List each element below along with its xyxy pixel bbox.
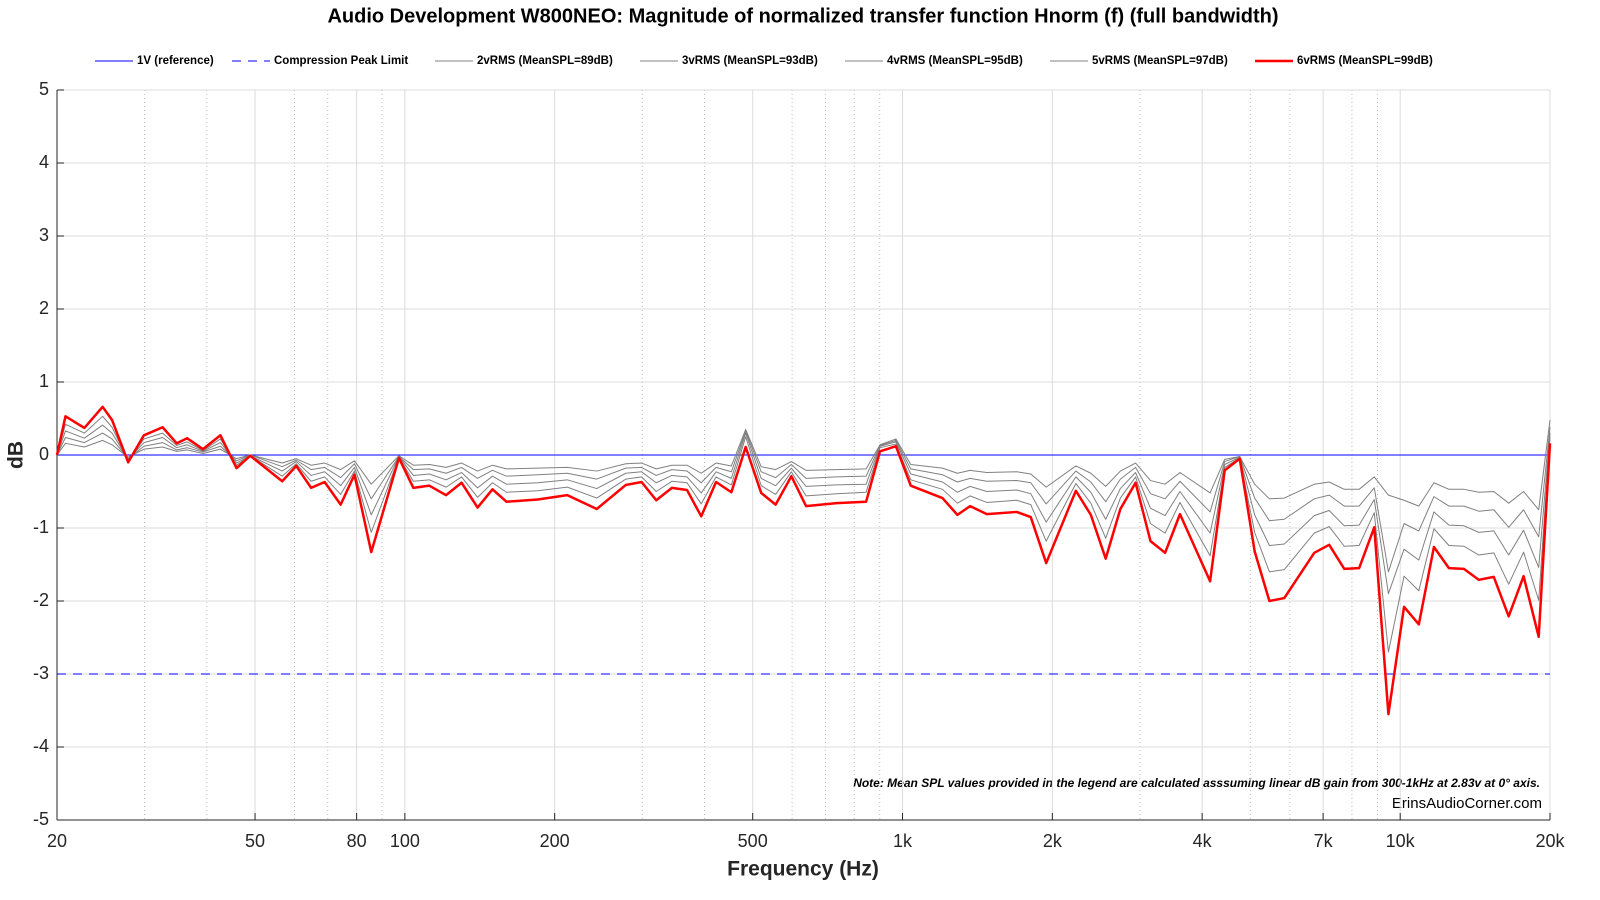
- y-axis-label: dB: [5, 441, 28, 469]
- x-tick-label: 200: [540, 831, 570, 851]
- legend-label: Compression Peak Limit: [274, 55, 408, 67]
- y-tick-label: 2: [39, 298, 49, 318]
- legend-label: 2vRMS (MeanSPL=89dB): [477, 55, 613, 67]
- series-line: [56, 427, 1551, 573]
- y-tick-label: 3: [39, 225, 49, 245]
- x-tick-label: 10k: [1386, 831, 1416, 851]
- x-axis-label: Frequency (Hz): [727, 858, 879, 881]
- legend-label: 4vRMS (MeanSPL=95dB): [887, 55, 1023, 67]
- x-tick-label: 2k: [1043, 831, 1063, 851]
- y-tick-label: 1: [39, 371, 49, 391]
- y-tick-label: 4: [39, 152, 49, 172]
- series-line: [56, 415, 1551, 653]
- x-tick-label: 500: [738, 831, 768, 851]
- y-tick-label: -2: [33, 590, 49, 610]
- y-tick-label: -5: [33, 809, 49, 829]
- legend-label: 1V (reference): [137, 55, 214, 67]
- chart-title: Audio Development W800NEO: Magnitude of …: [327, 5, 1278, 27]
- note: Note: Mean SPL values provided in the le…: [853, 776, 1540, 790]
- x-tick-label: 1k: [893, 831, 913, 851]
- x-tick-label: 80: [347, 831, 367, 851]
- x-tick-label: 100: [390, 831, 420, 851]
- y-tick-label: -4: [33, 736, 49, 756]
- legend-label: 5vRMS (MeanSPL=97dB): [1092, 55, 1228, 67]
- watermark: ErinsAudioCorner.com: [1392, 795, 1542, 812]
- y-tick-label: 5: [39, 79, 49, 99]
- x-tick-label: 20k: [1535, 831, 1565, 851]
- y-tick-label: 0: [39, 444, 49, 464]
- x-tick-label: 20: [47, 831, 67, 851]
- series-line: [56, 424, 1551, 595]
- x-tick-label: 4k: [1193, 831, 1213, 851]
- legend-label: 3vRMS (MeanSPL=93dB): [682, 55, 818, 67]
- x-tick-label: 7k: [1314, 831, 1334, 851]
- series-line: [55, 405, 1552, 716]
- y-tick-label: -3: [33, 663, 49, 683]
- legend-label: 6vRMS (MeanSPL=99dB): [1297, 55, 1433, 67]
- y-tick-label: -1: [33, 517, 49, 537]
- x-tick-label: 50: [245, 831, 265, 851]
- series-line: [56, 419, 1551, 511]
